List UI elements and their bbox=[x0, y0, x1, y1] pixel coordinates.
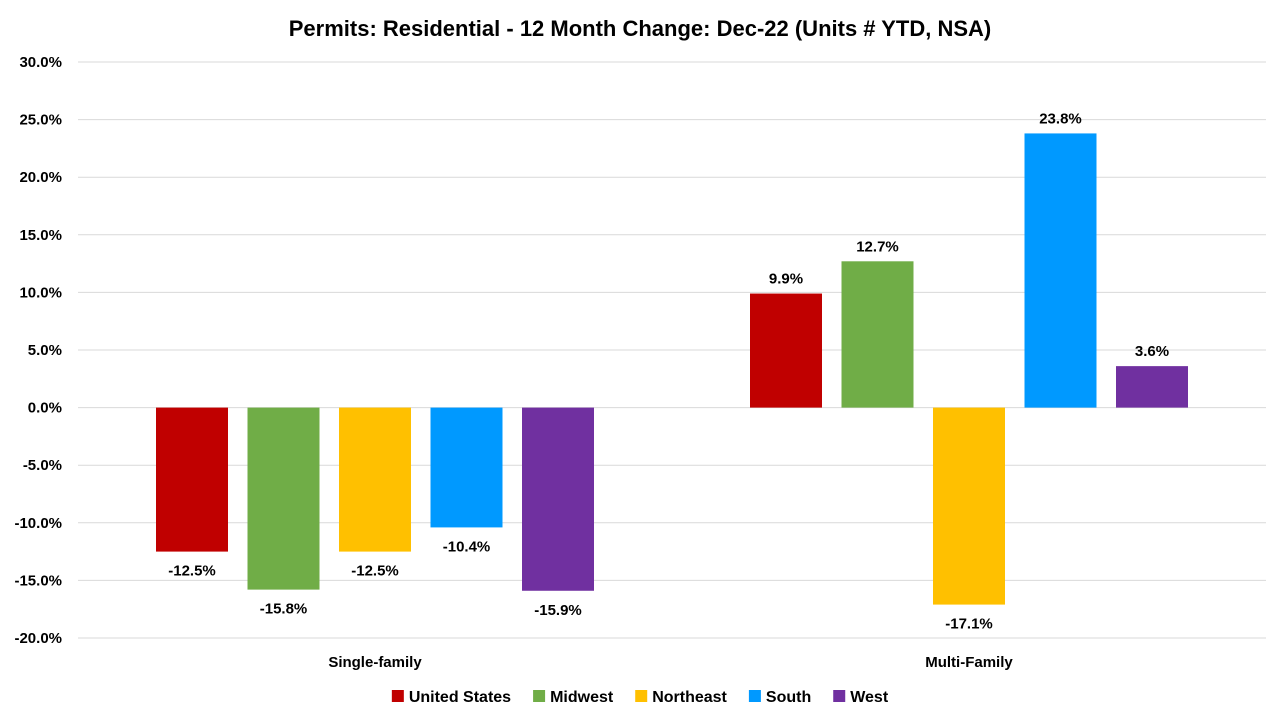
y-tick-label: 20.0% bbox=[19, 169, 62, 186]
legend-swatch bbox=[833, 690, 846, 702]
data-label: 12.7% bbox=[856, 238, 899, 255]
y-tick-label: 0.0% bbox=[28, 400, 62, 417]
x-category-label: Single-family bbox=[328, 654, 422, 671]
legend: United States Midwest Northeast South West bbox=[391, 689, 889, 706]
bar-northeast-multi-family bbox=[933, 407, 1005, 605]
bar-south-multi-family bbox=[1024, 133, 1097, 408]
data-label: -15.8% bbox=[260, 601, 308, 618]
y-tick-label: -5.0% bbox=[23, 457, 62, 474]
y-tick-label: -15.0% bbox=[14, 572, 62, 589]
data-label: 3.6% bbox=[1135, 343, 1169, 360]
data-label: 9.9% bbox=[769, 271, 803, 288]
legend-swatch bbox=[748, 690, 761, 702]
legend-label: United States bbox=[409, 689, 511, 706]
legend-label: South bbox=[766, 689, 811, 706]
bar-west-single-family bbox=[522, 407, 594, 591]
data-label: -17.1% bbox=[945, 616, 993, 633]
y-tick-label: 25.0% bbox=[19, 112, 62, 129]
legend-label: Northeast bbox=[652, 689, 727, 706]
bar-northeast-single-family bbox=[339, 407, 411, 552]
bar-west-multi-family bbox=[1116, 366, 1188, 408]
bar-midwest-single-family bbox=[247, 407, 320, 590]
legend-label: Midwest bbox=[550, 689, 614, 706]
x-axis: Single-family Multi-Family bbox=[328, 654, 1013, 671]
y-axis: 30.0% 25.0% 20.0% 15.0% 10.0% 5.0% 0.0% -5.0% -1… bbox=[14, 54, 62, 647]
legend-swatch bbox=[391, 690, 404, 702]
data-label: -10.4% bbox=[443, 538, 491, 555]
data-label: 23.8% bbox=[1039, 110, 1082, 127]
y-tick-label: 30.0% bbox=[19, 54, 62, 71]
legend-swatch bbox=[635, 690, 648, 702]
y-tick-label: 5.0% bbox=[28, 342, 62, 359]
data-label: -12.5% bbox=[351, 563, 399, 580]
x-category-label: Multi-Family bbox=[925, 654, 1013, 671]
data-label: -15.9% bbox=[534, 602, 582, 619]
y-tick-label: -10.0% bbox=[14, 515, 62, 532]
bar-midwest-multi-family bbox=[841, 261, 914, 408]
y-tick-label: 10.0% bbox=[19, 284, 62, 301]
data-labels: -12.5% -15.8% -12.5% -10.4% -15.9% 9.9% 12.7% -… bbox=[168, 110, 1169, 632]
bar-united-states-multi-family bbox=[750, 293, 822, 408]
bar-united-states-single-family bbox=[156, 407, 228, 552]
legend-swatch bbox=[533, 690, 546, 702]
bar-south-single-family bbox=[430, 407, 503, 528]
y-tick-label: -20.0% bbox=[14, 630, 62, 647]
data-label: -12.5% bbox=[168, 563, 216, 580]
y-tick-label: 15.0% bbox=[19, 227, 62, 244]
bars bbox=[156, 133, 1188, 605]
legend-label: West bbox=[850, 689, 889, 706]
chart-title: Permits: Residential - 12 Month Change: … bbox=[289, 16, 992, 41]
